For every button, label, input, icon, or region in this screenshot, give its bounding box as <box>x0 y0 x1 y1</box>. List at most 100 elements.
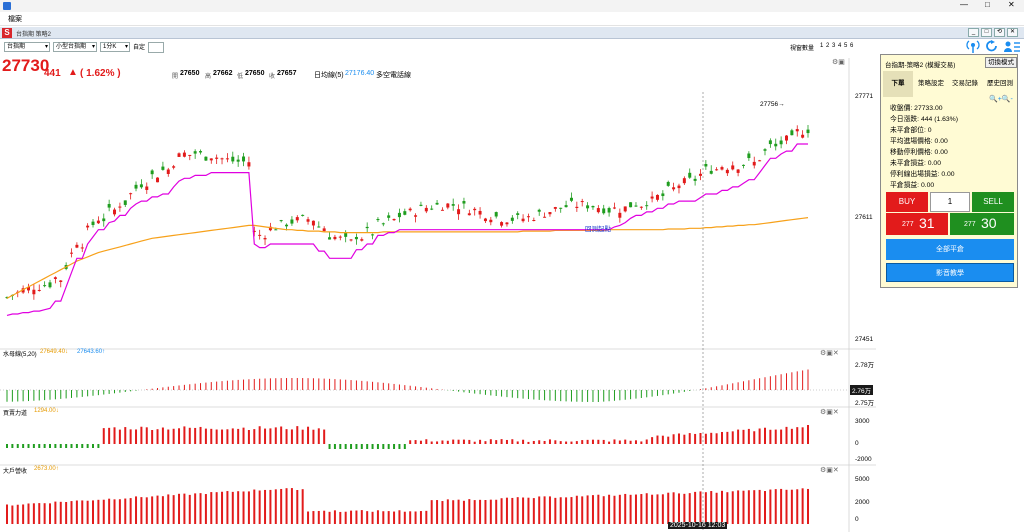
user-list-icon[interactable] <box>1004 40 1020 53</box>
layout-option-4[interactable]: 4 <box>838 43 842 49</box>
menu-file[interactable]: 檔案 <box>8 16 22 23</box>
ma-label: 日均線(5) <box>314 72 344 79</box>
buy-button[interactable]: BUY <box>886 192 928 212</box>
tab-order[interactable]: 下單 <box>883 71 913 97</box>
tab-strategy-settings[interactable]: 策略設定 <box>918 80 944 87</box>
candle-body <box>306 219 310 222</box>
candle-body <box>209 158 213 161</box>
candle-body <box>32 289 36 295</box>
info-realized-pnl: 平倉損益: 0.00 <box>890 182 935 189</box>
tab-backtest[interactable]: 歷史回測 <box>987 80 1013 87</box>
candle-body <box>537 209 541 212</box>
candle-body <box>231 156 235 162</box>
zoom-controls-icon[interactable]: 🔍+🔍- <box>989 96 1013 103</box>
layout-option-1[interactable]: 1 <box>820 43 824 49</box>
sell-button[interactable]: SELL <box>972 192 1014 212</box>
close-all-button[interactable]: 全部平倉 <box>886 239 1014 260</box>
up-arrow-icon: ▲ <box>68 67 78 78</box>
candle-body <box>290 219 294 224</box>
sell-price: 30 <box>981 215 997 231</box>
maximize-button[interactable]: □ <box>985 0 990 9</box>
candle-body <box>172 166 176 168</box>
video-tutorial-button[interactable]: 影音教學 <box>886 263 1014 282</box>
candle-body <box>247 162 251 167</box>
info-trailing-stop: 移動停利價格: 0.00 <box>890 149 948 156</box>
pane4-title: 大戶營收 <box>3 469 28 475</box>
pane-settings-icon[interactable]: ⚙▣ <box>832 59 845 66</box>
candle-body <box>580 201 584 203</box>
refresh-icon[interactable] <box>985 40 999 53</box>
quantity-input[interactable]: 1 <box>930 192 970 212</box>
pane3-tools-icon[interactable]: ⚙▣✕ <box>820 409 839 416</box>
window-close-button[interactable]: ✕ <box>1007 28 1018 37</box>
high-value: 27662 <box>213 70 233 77</box>
candle-body <box>650 196 654 199</box>
candle-body <box>37 289 41 291</box>
candle-body <box>376 219 380 221</box>
candle-body <box>516 213 520 215</box>
candle-body <box>440 209 444 211</box>
custom-input[interactable] <box>148 42 164 53</box>
buy-price-box[interactable]: 277 31 <box>886 213 948 235</box>
candle-body <box>59 280 63 282</box>
pane4-tick-1: 5000 <box>855 476 870 483</box>
chevron-down-icon: ▾ <box>124 44 128 50</box>
minimize-button[interactable]: — <box>960 0 968 9</box>
broadcast-icon[interactable] <box>966 40 980 53</box>
moving-average-line <box>6 217 809 299</box>
layout-option-5[interactable]: 5 <box>844 43 848 49</box>
switch-mode-button[interactable]: 切換模式 <box>985 57 1017 68</box>
app-icon <box>3 2 11 10</box>
contract-select-value: 小型台指期 <box>56 44 87 50</box>
low-value: 27650 <box>245 70 265 77</box>
symbol-select[interactable]: 台指期 ▾ <box>4 42 50 52</box>
buy-price-prefix: 277 <box>902 221 914 228</box>
pane2-tools-icon[interactable]: ⚙▣✕ <box>820 350 839 357</box>
candle-body <box>419 204 423 206</box>
candle-body <box>333 236 337 240</box>
candle-body <box>295 217 299 221</box>
buy-sell-power-pane <box>6 424 809 449</box>
interval-select[interactable]: 1分K ▾ <box>100 42 130 52</box>
window-minimize-button[interactable]: _ <box>968 28 979 37</box>
candle-body <box>86 225 90 228</box>
layout-option-6[interactable]: 6 <box>850 43 854 49</box>
candle-body <box>553 207 557 209</box>
candle-body <box>365 226 369 229</box>
candle-body <box>317 226 321 228</box>
candle-body <box>806 129 810 134</box>
pane4-tools-icon[interactable]: ⚙▣✕ <box>820 467 839 474</box>
trend-label: 多空電話線 <box>376 72 411 79</box>
layout-option-2[interactable]: 2 <box>826 43 830 49</box>
tab-trade-records[interactable]: 交易記錄 <box>952 80 978 87</box>
candle-body <box>612 207 616 209</box>
candle-body <box>204 156 208 161</box>
candle-body <box>483 218 487 222</box>
sell-price-box[interactable]: 277 30 <box>950 213 1014 235</box>
peak-annotation: 27756→ <box>760 101 785 108</box>
info-close-price: 收盤價: 27733.00 <box>890 105 943 112</box>
candle-body <box>779 140 783 145</box>
candle-body <box>118 206 122 208</box>
pane2-legend-1: 27649.40↓ <box>40 349 69 355</box>
candle-body <box>70 252 74 254</box>
candle-body <box>677 185 681 189</box>
candle-body <box>403 211 407 215</box>
candle-body <box>473 208 477 211</box>
candle-body <box>182 152 186 157</box>
pane2-tick-3: 2.75万 <box>855 400 875 407</box>
window-maximize-button[interactable]: □ <box>981 28 992 37</box>
layout-option-3[interactable]: 3 <box>832 43 836 49</box>
contract-select[interactable]: 小型台指期 ▾ <box>53 42 97 52</box>
price-chart[interactable] <box>0 54 876 532</box>
candle-body <box>397 212 401 218</box>
trading-panel: 台指期-策略2 (模擬交易) 切換模式 下單 策略設定 交易記錄 歷史回測 🔍+… <box>880 54 1018 288</box>
candle-body <box>338 236 342 238</box>
window-restore-button[interactable]: ⟲ <box>994 28 1005 37</box>
crosshair-time-label: 2025-10-16 12:03 <box>668 522 728 529</box>
candle-body <box>569 197 573 201</box>
candle-body <box>193 151 197 154</box>
close-button[interactable]: ✕ <box>1008 0 1015 9</box>
candle-body <box>607 208 611 213</box>
candle-body <box>199 151 203 153</box>
